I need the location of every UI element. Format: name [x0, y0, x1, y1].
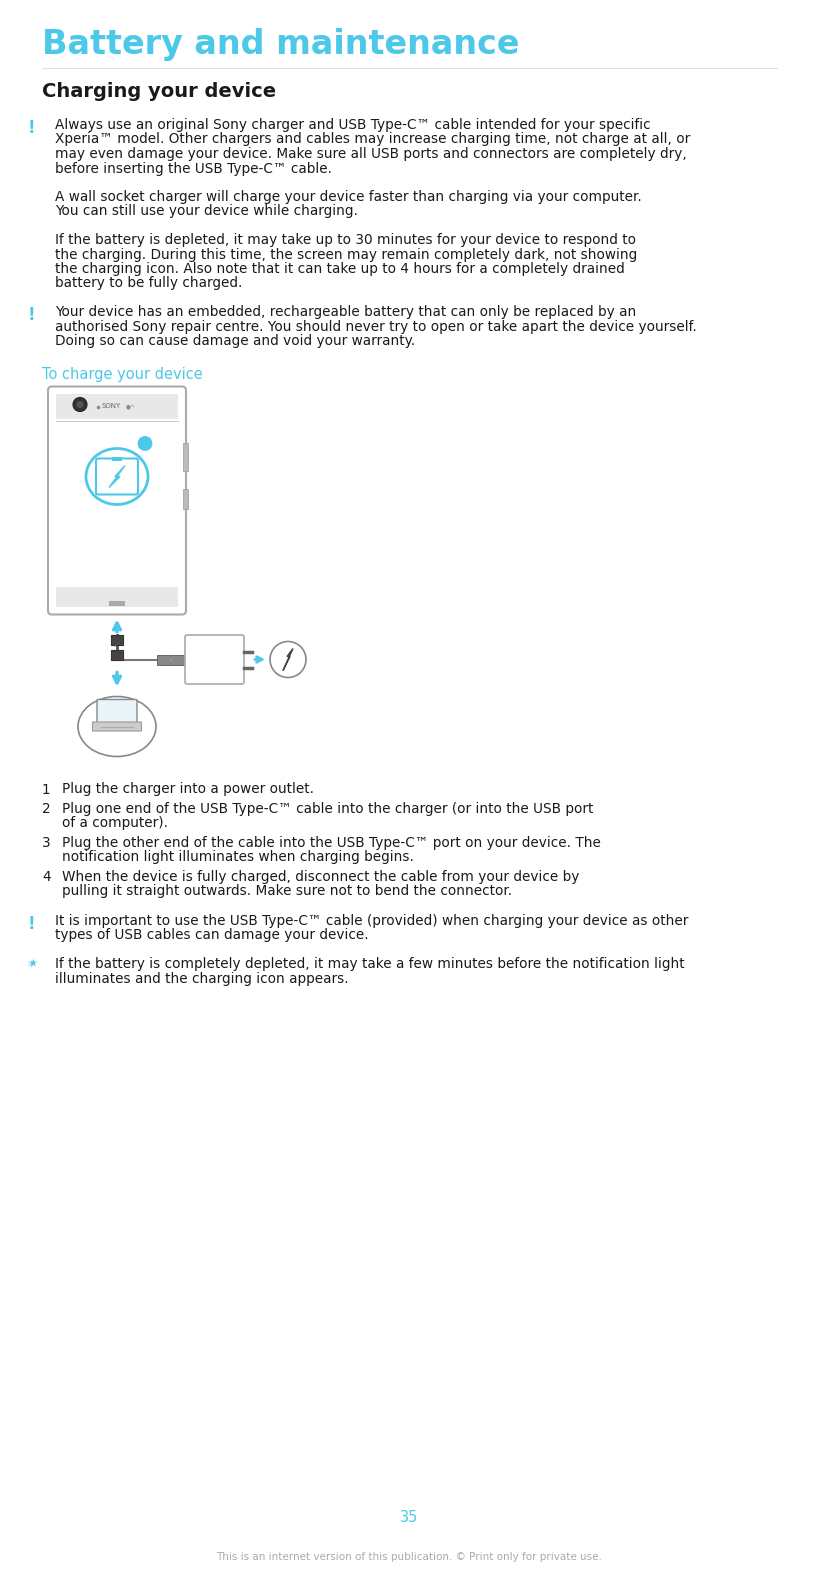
Text: may even damage your device. Make sure all USB ports and connectors are complete: may even damage your device. Make sure a…	[55, 148, 687, 160]
Text: Charging your device: Charging your device	[42, 83, 276, 102]
Text: This is an internet version of this publication. © Print only for private use.: This is an internet version of this publ…	[216, 1552, 603, 1562]
Text: ✶: ✶	[26, 959, 38, 971]
Bar	[56, 422, 178, 589]
Text: before inserting the USB Type-C™ cable.: before inserting the USB Type-C™ cable.	[55, 162, 332, 176]
Text: 2: 2	[42, 801, 51, 816]
FancyBboxPatch shape	[48, 387, 186, 614]
Bar	[111, 635, 123, 644]
Text: It is important to use the USB Type-C™ cable (provided) when charging your devic: It is important to use the USB Type-C™ c…	[55, 914, 689, 928]
Text: Always use an original Sony charger and USB Type-C™ cable intended for your spec: Always use an original Sony charger and …	[55, 117, 650, 132]
Text: pulling it straight outwards. Make sure not to bend the connector.: pulling it straight outwards. Make sure …	[62, 884, 512, 898]
Bar	[109, 600, 125, 606]
Text: A wall socket charger will charge your device faster than charging via your comp: A wall socket charger will charge your d…	[55, 190, 642, 205]
Text: Xperia™ model. Other chargers and cables may increase charging time, not charge : Xperia™ model. Other chargers and cables…	[55, 132, 690, 146]
Polygon shape	[109, 465, 125, 487]
Circle shape	[76, 402, 84, 408]
Text: ☄: ☄	[170, 657, 174, 662]
Text: SONY: SONY	[102, 403, 121, 409]
Text: of a computer).: of a computer).	[62, 816, 168, 830]
Text: 3: 3	[42, 836, 51, 851]
Text: When the device is fully charged, disconnect the cable from your device by: When the device is fully charged, discon…	[62, 870, 579, 884]
Text: the charging. During this time, the screen may remain completely dark, not showi: the charging. During this time, the scre…	[55, 248, 637, 262]
Text: ★: ★	[28, 959, 37, 968]
FancyBboxPatch shape	[97, 700, 137, 724]
Text: If the battery is depleted, it may take up to 30 minutes for your device to resp: If the battery is depleted, it may take …	[55, 233, 636, 248]
Text: Plug the charger into a power outlet.: Plug the charger into a power outlet.	[62, 782, 314, 797]
Text: the charging icon. Also note that it can take up to 4 hours for a completely dra: the charging icon. Also note that it can…	[55, 262, 625, 276]
Text: ☄: ☄	[114, 641, 120, 647]
Text: notification light illuminates when charging begins.: notification light illuminates when char…	[62, 851, 414, 865]
Text: illuminates and the charging icon appears.: illuminates and the charging icon appear…	[55, 971, 349, 986]
Circle shape	[73, 397, 87, 411]
Text: !: !	[28, 916, 35, 933]
Text: Plug one end of the USB Type-C™ cable into the charger (or into the USB port: Plug one end of the USB Type-C™ cable in…	[62, 801, 594, 816]
Text: types of USB cables can damage your device.: types of USB cables can damage your devi…	[55, 928, 369, 943]
Circle shape	[137, 435, 153, 451]
Bar	[157, 654, 185, 665]
Text: ●◠: ●◠	[126, 405, 135, 409]
Circle shape	[270, 641, 306, 678]
Text: You can still use your device while charging.: You can still use your device while char…	[55, 205, 358, 219]
Text: Battery and maintenance: Battery and maintenance	[42, 29, 519, 60]
Text: !: !	[28, 306, 35, 324]
Bar	[111, 649, 123, 660]
Text: To charge your device: To charge your device	[42, 367, 203, 381]
Text: !: !	[28, 119, 35, 136]
Text: If the battery is completely depleted, it may take a few minutes before the noti: If the battery is completely depleted, i…	[55, 957, 685, 971]
Bar	[56, 394, 178, 419]
Text: 35: 35	[400, 1509, 419, 1525]
Text: Your device has an embedded, rechargeable battery that can only be replaced by a: Your device has an embedded, rechargeabl…	[55, 305, 636, 319]
Polygon shape	[283, 649, 293, 670]
Text: battery to be fully charged.: battery to be fully charged.	[55, 276, 242, 290]
Text: Plug the other end of the cable into the USB Type-C™ port on your device. The: Plug the other end of the cable into the…	[62, 836, 601, 851]
Bar	[183, 443, 188, 470]
FancyBboxPatch shape	[96, 459, 138, 495]
Text: Doing so can cause damage and void your warranty.: Doing so can cause damage and void your …	[55, 333, 415, 348]
Text: 4: 4	[42, 870, 51, 884]
FancyBboxPatch shape	[93, 722, 142, 732]
FancyBboxPatch shape	[185, 635, 244, 684]
Bar	[56, 587, 178, 606]
Ellipse shape	[78, 697, 156, 757]
Bar	[183, 489, 188, 508]
Bar	[112, 457, 122, 460]
Text: 1: 1	[42, 782, 51, 797]
Text: authorised Sony repair centre. You should never try to open or take apart the de: authorised Sony repair centre. You shoul…	[55, 319, 697, 333]
